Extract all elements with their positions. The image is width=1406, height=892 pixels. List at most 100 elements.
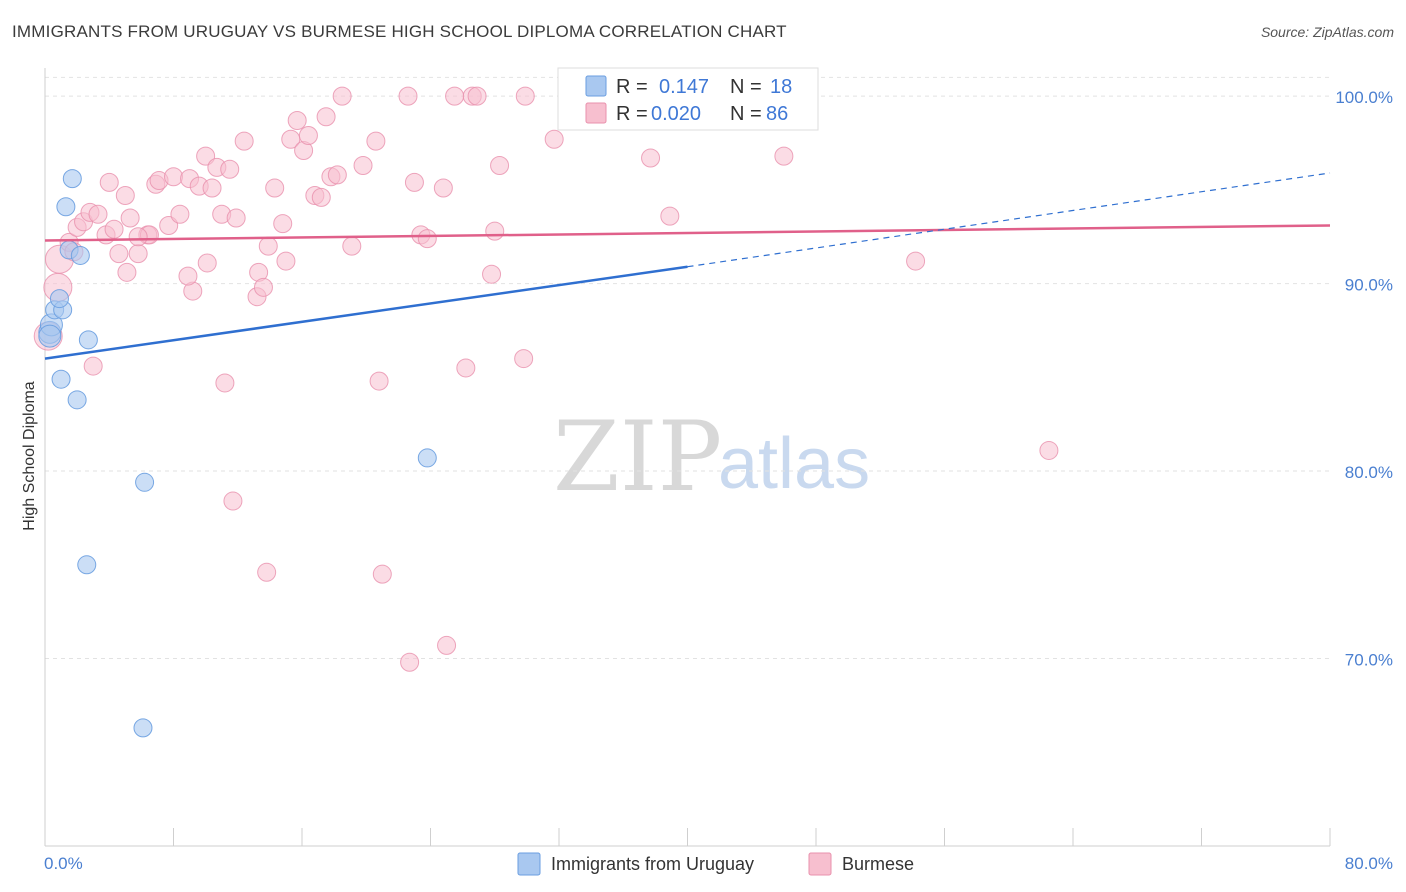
burmese-point bbox=[437, 635, 457, 655]
burmese-point bbox=[467, 86, 487, 106]
series-burmese bbox=[33, 86, 1059, 672]
uruguay-trend-extension bbox=[687, 172, 1331, 268]
burmese-point bbox=[332, 86, 352, 106]
burmese-point bbox=[404, 172, 424, 192]
burmese-point bbox=[109, 244, 129, 264]
burmese-point bbox=[660, 206, 680, 226]
uruguay-point bbox=[67, 390, 87, 410]
burmese-point bbox=[372, 564, 392, 584]
legend-n-value-burmese: 86 bbox=[766, 103, 788, 125]
burmese-point bbox=[353, 155, 373, 175]
burmese-point bbox=[257, 562, 277, 582]
burmese-point bbox=[120, 208, 140, 228]
burmese-point bbox=[298, 125, 318, 145]
burmese-point bbox=[276, 251, 296, 271]
bottom-legend-swatch-burmese bbox=[808, 852, 832, 876]
legend-r-value-uruguay: 0.147 bbox=[659, 76, 709, 98]
chart-title: IMMIGRANTS FROM URUGUAY VS BURMESE HIGH … bbox=[12, 22, 787, 41]
y-tick-labels: 100.0% 90.0% 80.0% 70.0% bbox=[1335, 88, 1393, 669]
burmese-point bbox=[515, 86, 535, 106]
series-uruguay bbox=[38, 86, 593, 738]
y-tick-label: 80.0% bbox=[1345, 463, 1393, 482]
burmese-point bbox=[234, 131, 254, 151]
burmese-point bbox=[117, 262, 137, 282]
y-tick-label: 100.0% bbox=[1335, 88, 1393, 107]
source-label: Source: ZipAtlas.com bbox=[1260, 24, 1394, 40]
burmese-point bbox=[128, 227, 148, 247]
y-tick-label: 70.0% bbox=[1345, 651, 1393, 670]
burmese-point bbox=[906, 251, 926, 271]
legend-r-label-burmese: R = bbox=[616, 103, 648, 125]
burmese-point bbox=[202, 178, 222, 198]
uruguay-trend-line bbox=[44, 265, 688, 360]
uruguay-point bbox=[51, 369, 71, 389]
burmese-point bbox=[366, 131, 386, 151]
uruguay-point bbox=[70, 245, 90, 265]
burmese-point bbox=[369, 371, 389, 391]
burmese-point bbox=[400, 652, 420, 672]
uruguay-point bbox=[62, 169, 82, 189]
x-tick-label-min: 0.0% bbox=[44, 854, 83, 873]
watermark-zip: ZIP bbox=[553, 401, 722, 513]
burmese-point bbox=[417, 229, 437, 249]
legend-n-label-burmese: N = bbox=[730, 103, 762, 125]
legend-swatch-uruguay bbox=[585, 75, 607, 97]
uruguay-point bbox=[38, 324, 62, 348]
trend-lines bbox=[44, 172, 1331, 360]
bottom-legend-label-uruguay: Immigrants from Uruguay bbox=[551, 854, 754, 874]
burmese-point bbox=[196, 146, 216, 166]
burmese-point bbox=[197, 253, 217, 273]
legend-r-label-uruguay: R = bbox=[616, 76, 648, 98]
burmese-point bbox=[164, 167, 183, 187]
burmese-point bbox=[514, 349, 534, 369]
x-tick-label-max: 80.0% bbox=[1345, 854, 1393, 873]
burmese-point bbox=[88, 204, 108, 224]
burmese-point bbox=[456, 358, 476, 378]
watermark-atlas: atlas bbox=[718, 424, 870, 504]
watermark: ZIP atlas bbox=[553, 401, 870, 513]
bottom-legend-label-burmese: Burmese bbox=[842, 854, 914, 874]
burmese-point bbox=[311, 187, 331, 207]
burmese-point bbox=[258, 236, 278, 256]
burmese-point bbox=[220, 159, 240, 179]
burmese-point bbox=[99, 172, 119, 192]
stats-legend: R = 0.147 N = 18 R = 0.020 N = 86 bbox=[557, 67, 819, 131]
burmese-point bbox=[253, 277, 273, 297]
burmese-point bbox=[445, 86, 465, 106]
y-tick-label: 90.0% bbox=[1345, 276, 1393, 295]
burmese-point bbox=[265, 178, 285, 198]
uruguay-point bbox=[78, 330, 98, 350]
burmese-point bbox=[316, 107, 336, 127]
burmese-point bbox=[1039, 440, 1059, 460]
uruguay-point bbox=[135, 472, 155, 492]
legend-swatch-burmese bbox=[585, 102, 607, 124]
burmese-point bbox=[115, 185, 135, 205]
axes bbox=[44, 68, 1331, 847]
burmese-point bbox=[215, 373, 235, 393]
burmese-point bbox=[128, 244, 148, 264]
burmese-point bbox=[774, 146, 794, 166]
burmese-point bbox=[641, 148, 661, 168]
uruguay-point bbox=[56, 197, 76, 217]
burmese-trend-line bbox=[44, 224, 1331, 242]
legend-r-value-burmese: 0.020 bbox=[651, 103, 701, 125]
burmese-point bbox=[342, 236, 362, 256]
burmese-point bbox=[170, 204, 190, 224]
uruguay-point bbox=[77, 555, 97, 575]
burmese-point bbox=[83, 356, 103, 376]
burmese-point bbox=[433, 178, 453, 198]
uruguay-point bbox=[133, 718, 153, 738]
burmese-point bbox=[226, 208, 246, 228]
uruguay-point bbox=[49, 289, 69, 309]
burmese-point bbox=[327, 165, 347, 185]
burmese-point bbox=[159, 215, 179, 235]
series-legend: Immigrants from Uruguay Burmese bbox=[517, 852, 914, 876]
burmese-point bbox=[178, 266, 198, 286]
burmese-point bbox=[398, 86, 418, 106]
bottom-legend-swatch-uruguay bbox=[517, 852, 541, 876]
y-axis-label: High School Diploma bbox=[21, 381, 38, 531]
burmese-point bbox=[490, 155, 510, 175]
burmese-point bbox=[273, 214, 293, 234]
x-tick-labels: 0.0% 80.0% bbox=[44, 854, 1393, 873]
